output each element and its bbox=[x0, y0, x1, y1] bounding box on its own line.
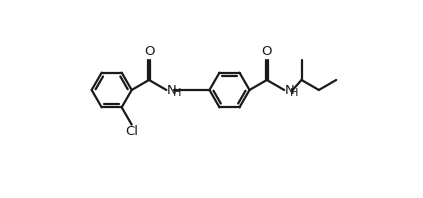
Text: N: N bbox=[285, 84, 295, 97]
Text: O: O bbox=[144, 45, 154, 58]
Text: H: H bbox=[173, 88, 181, 98]
Text: O: O bbox=[261, 45, 272, 58]
Text: Cl: Cl bbox=[125, 125, 138, 138]
Text: N: N bbox=[167, 84, 177, 97]
Text: H: H bbox=[290, 88, 299, 98]
